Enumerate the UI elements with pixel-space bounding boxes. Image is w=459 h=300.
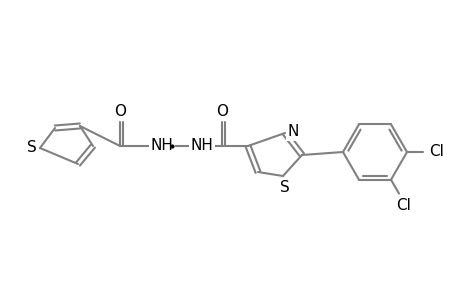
Text: Cl: Cl	[396, 198, 410, 213]
Text: NH: NH	[150, 139, 173, 154]
Text: S: S	[280, 179, 289, 194]
Text: N: N	[287, 124, 298, 140]
Text: Cl: Cl	[429, 145, 443, 160]
Text: S: S	[27, 140, 37, 155]
Text: NH: NH	[190, 139, 213, 154]
Text: O: O	[114, 104, 126, 119]
Text: O: O	[216, 104, 228, 119]
